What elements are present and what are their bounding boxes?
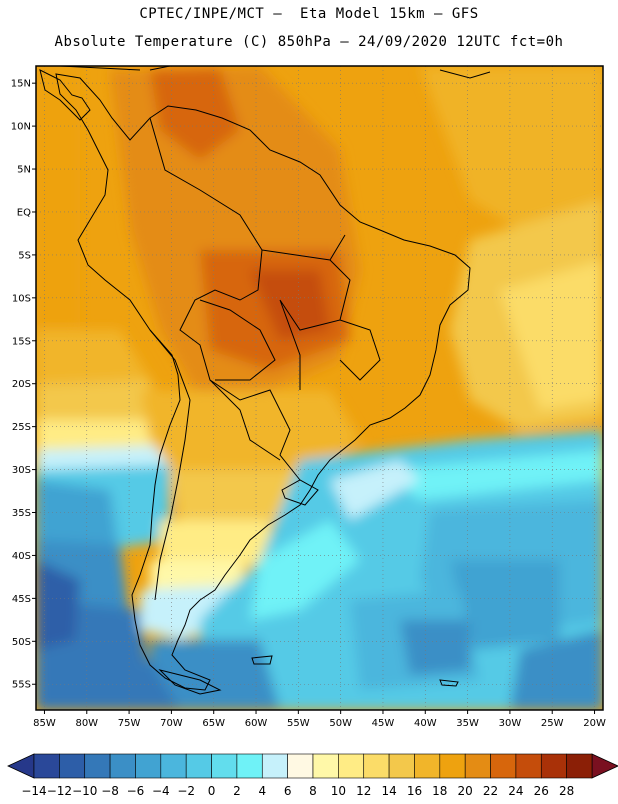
lat-label: 25S: [12, 422, 31, 433]
colorbar-swatch: [338, 753, 365, 779]
colorbar-swatch: [160, 753, 187, 779]
brazil-border: [149, 117, 301, 481]
uruguay: [281, 479, 319, 506]
lon-label: 70W: [160, 718, 183, 729]
lon-label: 25W: [541, 718, 564, 729]
colorbar-swatch: [185, 753, 212, 779]
lon-label: 65W: [202, 718, 225, 729]
lon-label: 30W: [499, 718, 522, 729]
colorbar-swatch: [439, 753, 466, 779]
colorbar-label: 10: [331, 784, 346, 798]
colorbar-swatch: [414, 753, 441, 779]
argentina-border: [209, 379, 281, 461]
map-frame: [35, 65, 604, 711]
lat-label: 15S: [12, 336, 31, 347]
lat-label: 45S: [12, 594, 31, 605]
colorbar-swatch: [84, 753, 111, 779]
colorbar-swatch: [211, 753, 238, 779]
colorbar-label: 4: [258, 784, 266, 798]
colorbar-label: 20: [458, 784, 473, 798]
colorbar-swatch: [236, 753, 263, 779]
lat-label: EQ: [17, 207, 31, 218]
colorbar-swatch: [388, 753, 415, 779]
colorbar-swatch: [261, 753, 288, 779]
colorbar-label: 14: [381, 784, 396, 798]
lon-label: 75W: [118, 718, 141, 729]
colorbar: −14 −12 −10 −8 −6 −4 −2 0 2 4 6 8 10 12 14 16 18 20 22 24 26…: [7, 753, 618, 798]
colorbar-swatch: [540, 753, 567, 779]
lon-label: 45W: [372, 718, 395, 729]
colorbar-swatch: [135, 753, 162, 779]
colorbar-swatch: [363, 753, 390, 779]
latitude-labels: 15N 10N 5N EQ 5S 10S 15S 20S 25S 30S 35S 40S 45S 50S 5…: [11, 79, 31, 691]
lat-label: 5N: [17, 165, 31, 176]
brazil-states: [261, 234, 381, 390]
lat-label: 35S: [12, 508, 31, 519]
lat-lon-grid: [36, 66, 603, 710]
colorbar-swatch: [312, 753, 339, 779]
colorbar-label: −4: [152, 784, 170, 798]
lat-label: 5S: [18, 250, 31, 261]
lat-label: 10N: [11, 122, 31, 133]
colorbar-label: 8: [309, 784, 317, 798]
colorbar-label: 18: [432, 784, 447, 798]
colorbar-label: 6: [284, 784, 292, 798]
colorbar-label: −14: [21, 784, 46, 798]
lat-label: 50S: [12, 637, 31, 648]
colorbar-high-arrow: [591, 753, 618, 779]
colorbar-label: 26: [534, 784, 549, 798]
lon-label: 20W: [583, 718, 606, 729]
south-georgia: [439, 679, 459, 687]
colorbar-swatch: [59, 753, 86, 779]
colorbar-swatch: [109, 753, 136, 779]
colorbar-label: 12: [356, 784, 371, 798]
lat-label: 10S: [12, 293, 31, 304]
colorbar-label: 16: [407, 784, 422, 798]
map-subtitle: Absolute Temperature (C) 850hPa – 24/09/…: [54, 34, 564, 50]
falklands: [251, 655, 273, 665]
bolivia-border: [199, 299, 276, 381]
lon-label: 50W: [329, 718, 352, 729]
lon-label: 85W: [33, 718, 56, 729]
colorbar-label: 2: [233, 784, 241, 798]
lon-label: 80W: [75, 718, 98, 729]
colorbar-label: −10: [72, 784, 97, 798]
colorbar-swatch: [490, 753, 517, 779]
lon-label: 60W: [245, 718, 268, 729]
andes-border: [149, 329, 191, 601]
colorbar-label: 24: [508, 784, 523, 798]
lat-label: 55S: [12, 680, 31, 691]
lat-label: 30S: [12, 465, 31, 476]
lon-label: 35W: [456, 718, 479, 729]
map-title: CPTEC/INPE/MCT – Eta Model 15km – GFS: [139, 6, 479, 22]
temperature-field: [36, 66, 603, 710]
colorbar-swatch: [515, 753, 542, 779]
colorbar-swatch: [33, 753, 60, 779]
lat-label: 20S: [12, 379, 31, 390]
colorbar-swatch: [464, 753, 491, 779]
lat-label: 15N: [11, 79, 31, 90]
colorbar-label: −12: [47, 784, 72, 798]
tierra-del-fuego: [158, 669, 222, 695]
colorbar-label: 0: [208, 784, 216, 798]
colorbar-low-arrow: [7, 753, 35, 779]
axis-ticks: [32, 82, 596, 714]
colorbar-swatch: [566, 753, 593, 779]
colorbar-swatch: [287, 753, 314, 779]
colorbar-label: 28: [559, 784, 574, 798]
coastline-borders: [39, 66, 491, 695]
longitude-labels: 85W 80W 75W 70W 65W 60W 55W 50W 45W 40W 35W 30W 25W 2…: [33, 718, 606, 729]
colorbar-label: 22: [483, 784, 498, 798]
central-america: [39, 69, 91, 121]
lat-label: 40S: [12, 551, 31, 562]
lon-label: 40W: [414, 718, 437, 729]
lon-label: 55W: [287, 718, 310, 729]
colorbar-label: −2: [177, 784, 195, 798]
colorbar-label: −8: [101, 784, 119, 798]
colorbar-label: −6: [127, 784, 145, 798]
